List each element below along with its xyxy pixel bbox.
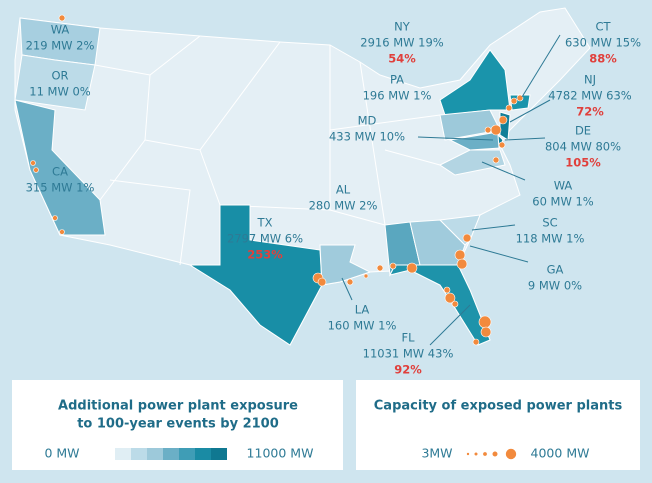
state-exposure: 9 MW 0%: [528, 279, 582, 293]
state-exposure: 4782 MW 63%: [548, 89, 632, 103]
state-va: [439, 149, 506, 176]
state-name: DE: [575, 124, 591, 138]
legend-min: 3MW: [421, 446, 452, 461]
state-name: AL: [336, 183, 351, 197]
state-name: WA: [554, 179, 573, 193]
state-increase: 105%: [565, 156, 601, 170]
state-exposure: 2797 MW 6%: [227, 232, 303, 246]
size-scale: [466, 448, 517, 460]
state-increase: 54%: [388, 52, 416, 66]
state-fl: [389, 264, 491, 346]
state-exposure: 433 MW 10%: [329, 130, 405, 144]
color-scale: [115, 448, 227, 460]
state-exposure: 280 MW 2%: [309, 199, 378, 213]
state-increase: 72%: [576, 105, 604, 119]
state-increase: 88%: [589, 52, 617, 66]
state-name: OR: [51, 69, 68, 83]
state-increase: 92%: [394, 363, 422, 377]
state-exposure: 60 MW 1%: [532, 195, 594, 209]
state-exposure: 160 MW 1%: [328, 319, 397, 333]
legend-max: 11000 MW: [247, 446, 314, 461]
state-name: MD: [358, 114, 377, 128]
state-name: NJ: [584, 73, 596, 87]
state-exposure: 118 MW 1%: [516, 232, 585, 246]
state-tx: [188, 204, 323, 346]
state-name: CT: [595, 20, 611, 34]
legend-capacity-box: [356, 380, 640, 470]
state-ca: [14, 99, 106, 236]
state-exposure: 219 MW 2%: [26, 39, 95, 53]
state-name: SC: [542, 216, 557, 230]
state-name: PA: [390, 73, 404, 87]
state-increase: 253%: [247, 248, 283, 262]
state-name: NY: [394, 20, 411, 34]
legend-max: 4000 MW: [531, 446, 590, 461]
state-name: LA: [355, 303, 370, 317]
state-name: WA: [51, 23, 70, 37]
legend-min: 0 MW: [44, 446, 79, 461]
state-name: CA: [52, 165, 68, 179]
state-name: GA: [547, 263, 564, 277]
state-exposure: 11031 MW 43%: [363, 347, 454, 361]
legend-title: Additional power plant exposure: [58, 399, 298, 414]
legend-title: Capacity of exposed power plants: [374, 399, 623, 414]
state-exposure: 630 MW 15%: [565, 36, 641, 50]
state-name: TX: [257, 216, 273, 230]
state-exposure: 196 MW 1%: [363, 89, 432, 103]
state-exposure: 11 MW 0%: [29, 85, 91, 99]
state-md: [448, 131, 501, 151]
state-or: [14, 54, 96, 111]
state-exposure: 315 MW 1%: [26, 181, 95, 195]
state-name: FL: [401, 331, 415, 345]
state-exposure: 2916 MW 19%: [360, 36, 444, 50]
state-exposure: 804 MW 80%: [545, 140, 621, 154]
power-plants: [30, 14, 524, 346]
legend-title: to 100-year events by 2100: [77, 417, 279, 432]
leader-lines: [341, 34, 561, 346]
